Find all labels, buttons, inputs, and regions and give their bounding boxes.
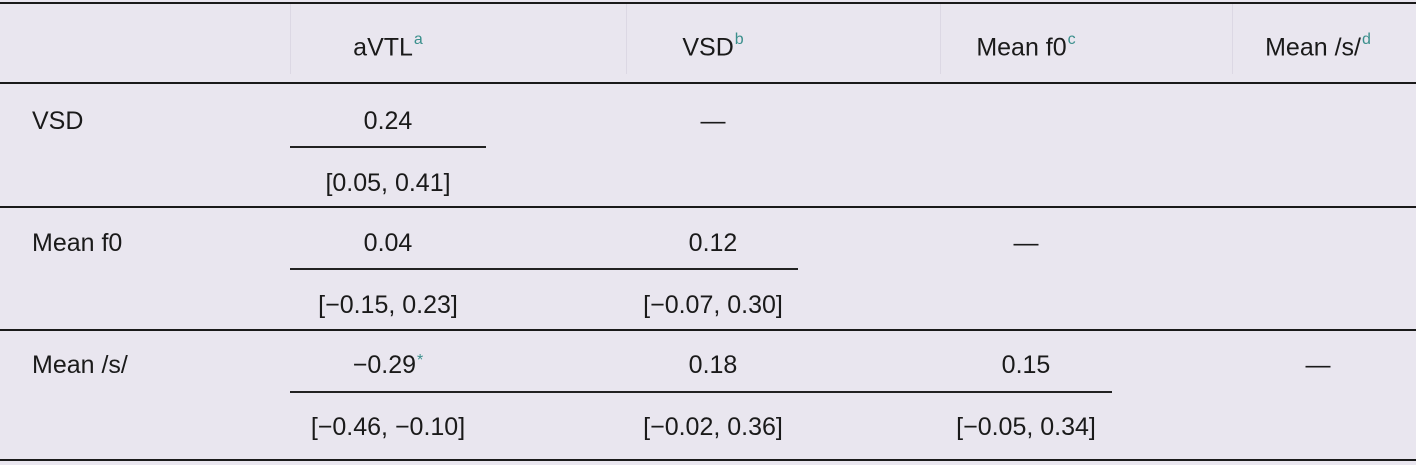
cell-ci: [−0.02, 0.36] (643, 413, 783, 441)
cell-value: 0.24 (363, 107, 413, 135)
header-separator (290, 4, 291, 74)
column-header-avtl: aVTLa (353, 27, 423, 62)
column-header-label: Mean /s/ (1265, 33, 1361, 62)
cell-value-significant: −0.29* (353, 350, 424, 384)
header-separator (626, 4, 627, 74)
column-header-vsd: VSDb (682, 27, 743, 62)
cell-dash: — (700, 107, 726, 135)
cell-value: −0.29 (352, 351, 417, 379)
column-header-mean-s: Mean /s/d (1265, 27, 1371, 62)
row-label-vsd: VSD (32, 107, 84, 135)
cell-value: 0.18 (688, 351, 738, 379)
column-header-label: aVTL (353, 33, 413, 62)
significance-marker: * (417, 352, 424, 369)
row-label-mean-f0: Mean f0 (32, 229, 123, 257)
footnote-marker: d (1361, 31, 1371, 48)
cell-value: 0.12 (688, 229, 738, 257)
header-separator (940, 4, 941, 74)
cell-ci: [−0.15, 0.23] (318, 291, 458, 319)
cell-ci: [−0.05, 0.34] (956, 413, 1096, 441)
cell-ci: [0.05, 0.41] (325, 169, 451, 197)
column-header-label: Mean f0 (976, 33, 1067, 62)
row-label-mean-s: Mean /s/ (32, 351, 128, 379)
row-rule (0, 206, 1416, 208)
cell-ci: [−0.46, −0.10] (310, 413, 466, 441)
cell-dash: — (1013, 229, 1039, 257)
cell-divider (290, 146, 486, 148)
cell-value: 0.15 (1001, 351, 1051, 379)
header-separator (1232, 4, 1233, 74)
footnote-marker: c (1067, 31, 1076, 48)
cell-divider (290, 391, 1112, 393)
footnote-marker: a (413, 31, 423, 48)
column-header-label: VSD (682, 33, 734, 62)
cell-value: 0.04 (363, 229, 413, 257)
cell-ci: [−0.07, 0.30] (643, 291, 783, 319)
bottom-rule (0, 459, 1416, 461)
column-header-mean-f0: Mean f0c (976, 27, 1075, 62)
top-rule (0, 2, 1416, 4)
cell-divider (290, 268, 798, 270)
header-rule (0, 82, 1416, 84)
footnote-marker: b (734, 31, 744, 48)
cell-dash: — (1305, 351, 1331, 379)
row-rule (0, 329, 1416, 331)
